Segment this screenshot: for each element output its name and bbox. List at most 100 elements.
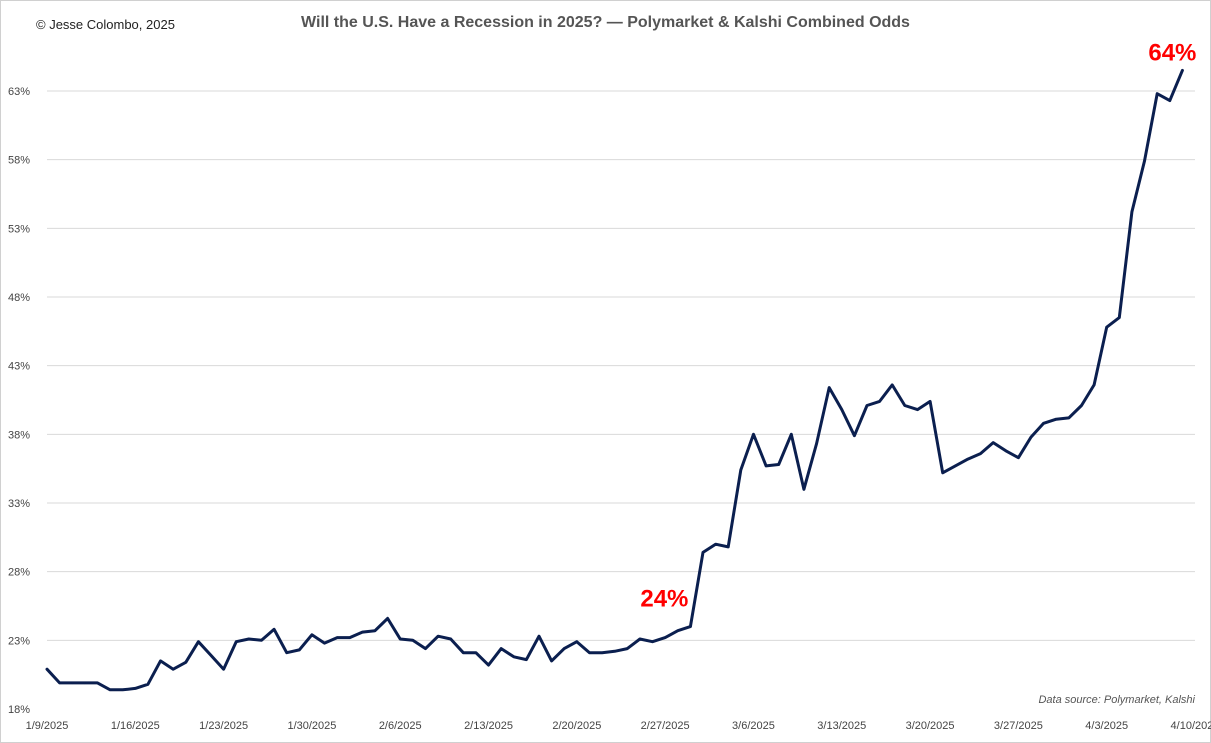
callout-label: 64% — [1148, 39, 1196, 66]
y-tick-label: 38% — [8, 429, 30, 441]
x-tick-label: 2/27/2025 — [641, 720, 690, 732]
data-point — [903, 404, 906, 407]
data-point — [121, 688, 124, 691]
data-point — [272, 628, 276, 631]
data-point — [954, 464, 957, 468]
data-point — [235, 640, 238, 643]
data-point — [462, 651, 465, 654]
copyright-text: © Jesse Colombo, 2025 — [36, 17, 175, 32]
data-point — [436, 635, 440, 638]
x-tick-label: 1/16/2025 — [111, 720, 160, 732]
data-point — [537, 635, 541, 638]
data-point — [1105, 326, 1108, 329]
data-point — [474, 651, 478, 654]
series-line — [45, 68, 1184, 692]
data-source-note: Data source: Polymarket, Kalshi — [1038, 694, 1195, 706]
x-tick-label: 3/6/2025 — [732, 720, 775, 732]
data-point — [146, 683, 150, 686]
data-point — [58, 681, 61, 685]
data-point — [941, 471, 944, 474]
gridlines — [47, 90, 1195, 641]
data-point — [197, 640, 200, 643]
x-tick-label: 3/27/2025 — [994, 720, 1043, 732]
data-point — [563, 647, 566, 650]
data-point — [714, 543, 717, 546]
y-tick-label: 53% — [8, 223, 30, 235]
data-point — [1029, 435, 1033, 439]
data-point — [386, 617, 389, 620]
x-tick-label: 1/30/2025 — [287, 720, 336, 732]
data-point — [992, 441, 995, 444]
x-tick-label: 2/20/2025 — [552, 720, 601, 732]
y-tick-label: 28% — [8, 567, 30, 579]
data-point — [134, 687, 137, 690]
data-point — [159, 659, 162, 663]
data-point — [752, 433, 755, 436]
data-point — [1055, 418, 1058, 421]
x-axis-ticks: 1/9/2025 1/16/2025 1/23/2025 1/30/2025 2/6/2… — [26, 720, 1211, 732]
x-tick-label: 1/9/2025 — [26, 720, 69, 732]
data-point — [651, 640, 654, 643]
x-tick-label: 4/10/2025 — [1171, 720, 1211, 732]
data-point — [891, 383, 894, 387]
data-point — [588, 651, 591, 654]
data-point — [916, 408, 919, 411]
data-point — [1168, 99, 1172, 102]
data-point — [550, 659, 553, 663]
data-point — [323, 641, 326, 645]
y-tick-label: 63% — [8, 86, 30, 98]
data-point — [828, 386, 831, 389]
y-tick-label: 58% — [8, 155, 30, 167]
chart-title: Will the U.S. Have a Recession in 2025? … — [301, 14, 910, 31]
data-point — [1042, 422, 1045, 425]
data-point — [676, 629, 679, 632]
y-tick-label: 48% — [8, 292, 30, 304]
data-point — [966, 457, 970, 461]
data-point — [626, 647, 629, 650]
data-point — [298, 648, 301, 652]
data-point — [790, 433, 793, 436]
data-point — [411, 639, 414, 642]
data-point — [802, 488, 806, 491]
data-point — [487, 663, 490, 667]
data-point — [525, 658, 528, 661]
data-point — [1156, 92, 1159, 95]
data-point — [815, 442, 818, 446]
data-point — [1080, 404, 1083, 407]
data-point — [1118, 316, 1121, 319]
y-axis-ticks: 63% 58% 53% 48% 43% 38% 33% 28% 23% 18% — [8, 86, 30, 716]
y-tick-label: 33% — [8, 498, 30, 510]
data-point — [739, 468, 742, 472]
y-tick-label: 23% — [8, 635, 30, 647]
data-point — [1004, 449, 1007, 452]
data-point — [500, 647, 503, 650]
data-point — [1067, 416, 1071, 420]
x-tick-label: 2/6/2025 — [379, 720, 422, 732]
data-point — [840, 408, 843, 411]
data-point — [575, 640, 578, 643]
callout-label: 24% — [640, 586, 688, 613]
data-point — [512, 655, 515, 658]
data-point — [45, 668, 49, 671]
data-point — [247, 637, 250, 641]
data-point — [424, 647, 427, 650]
data-point — [1130, 210, 1134, 214]
x-tick-label: 4/3/2025 — [1085, 720, 1128, 732]
data-point — [878, 400, 881, 403]
data-point — [336, 636, 339, 639]
data-point — [108, 688, 112, 691]
data-point — [701, 551, 705, 554]
data-point — [172, 668, 175, 671]
data-point — [928, 400, 932, 403]
data-point — [1092, 383, 1096, 387]
data-point — [285, 651, 288, 654]
y-tick-label: 43% — [8, 361, 30, 373]
data-point — [1143, 159, 1146, 163]
data-point — [727, 545, 730, 549]
x-tick-label: 3/13/2025 — [817, 720, 866, 732]
data-point — [373, 629, 377, 632]
data-point — [865, 404, 869, 407]
data-point — [209, 654, 213, 657]
data-point — [96, 681, 99, 685]
